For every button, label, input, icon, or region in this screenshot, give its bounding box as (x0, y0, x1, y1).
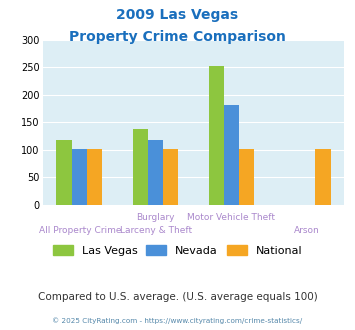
Bar (315, 148, 331, 205)
Text: Property Crime Comparison: Property Crime Comparison (69, 30, 286, 44)
Text: Motor Vehicle Theft: Motor Vehicle Theft (187, 213, 275, 222)
Text: Arson: Arson (294, 226, 320, 235)
Text: Larceny & Theft: Larceny & Theft (120, 226, 192, 235)
Bar (87, 148, 102, 205)
Text: 2009 Las Vegas: 2009 Las Vegas (116, 8, 239, 22)
Text: All Property Crime: All Property Crime (39, 226, 121, 235)
Bar (163, 148, 178, 205)
Bar (72, 149, 87, 205)
Bar (132, 129, 148, 205)
Legend: Las Vegas, Nevada, National: Las Vegas, Nevada, National (48, 241, 307, 260)
Bar (209, 66, 224, 205)
Text: Compared to U.S. average. (U.S. average equals 100): Compared to U.S. average. (U.S. average … (38, 292, 317, 302)
Text: Burglary: Burglary (137, 213, 175, 222)
Bar (148, 140, 163, 205)
Bar (224, 105, 239, 205)
Bar (239, 148, 255, 205)
Bar (56, 140, 72, 205)
Text: © 2025 CityRating.com - https://www.cityrating.com/crime-statistics/: © 2025 CityRating.com - https://www.city… (53, 317, 302, 324)
